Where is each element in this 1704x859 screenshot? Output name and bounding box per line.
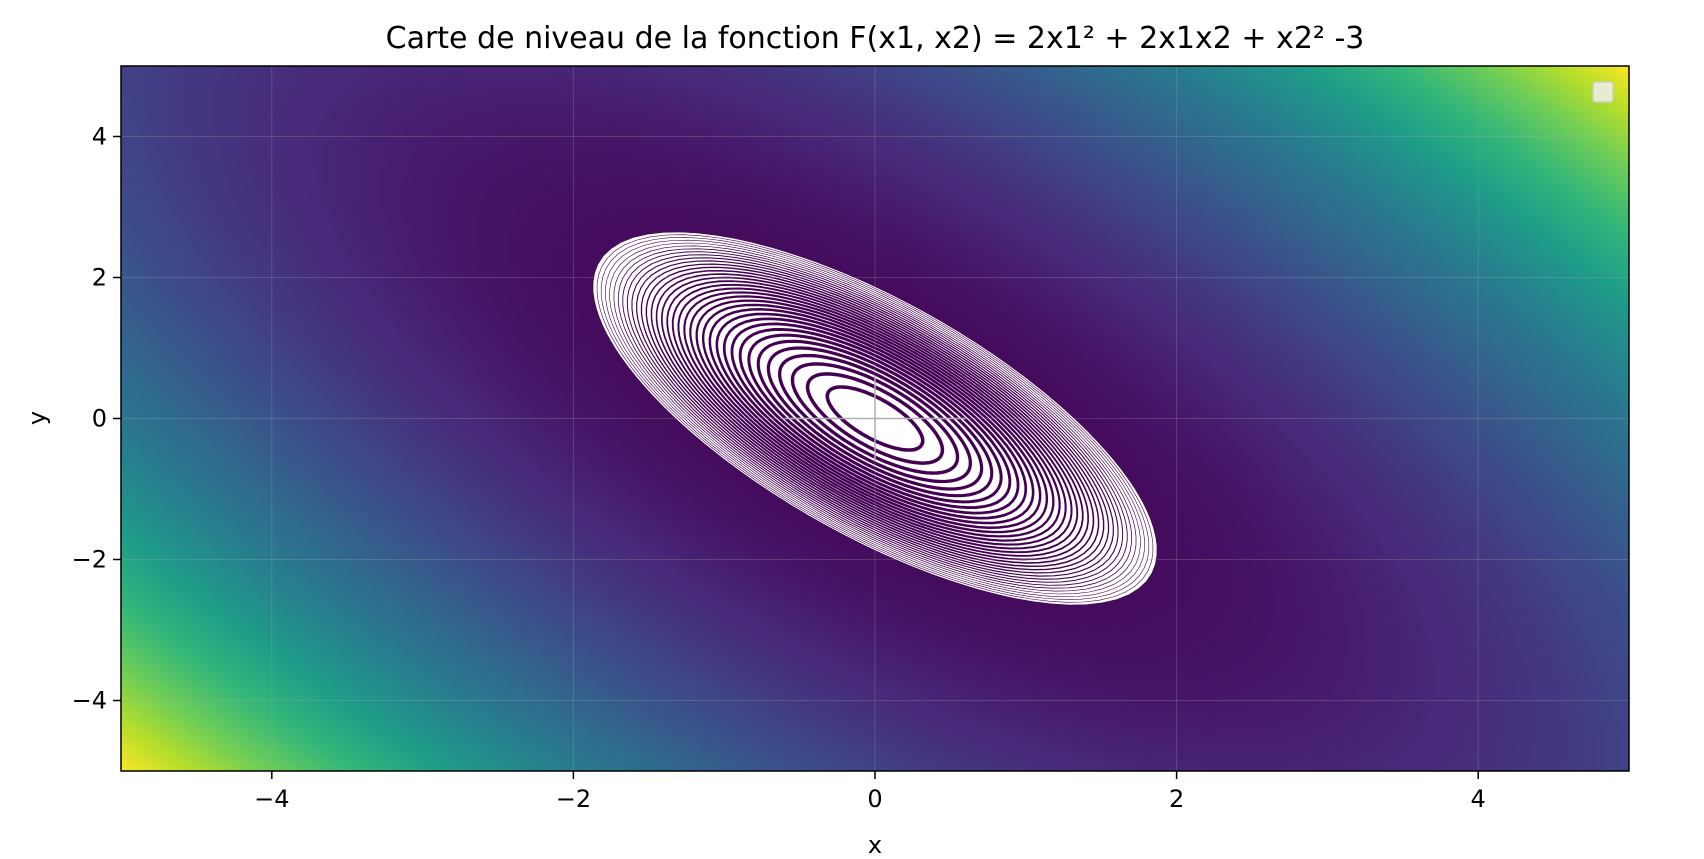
y-tick-label: 0: [92, 405, 107, 433]
contour-line: [645, 266, 1105, 571]
contour-line: [631, 257, 1119, 580]
contour-line: [650, 269, 1100, 568]
grid-lines: [121, 66, 1629, 771]
contour-line: [613, 245, 1137, 592]
contour-line: [609, 242, 1141, 595]
contour-line: [689, 295, 1061, 542]
y-tick-label: 2: [92, 264, 107, 292]
x-axis-label: x: [868, 831, 882, 859]
contour-line: [666, 280, 1084, 557]
contour-line: [600, 237, 1150, 600]
y-axis-label: y: [23, 411, 51, 425]
contour-line: [592, 231, 1158, 606]
x-tick-label: 0: [867, 785, 882, 813]
x-tick-label: 4: [1471, 785, 1486, 813]
x-axis: −4 −2 0 2 4: [254, 771, 1486, 813]
contour-line: [683, 291, 1067, 546]
contour-line: [715, 312, 1035, 525]
x-tick-label: −4: [254, 785, 289, 813]
x-tick-label: −2: [556, 785, 591, 813]
chart-title: Carte de niveau de la fonction F(x1, x2)…: [386, 21, 1365, 56]
contour-line: [708, 308, 1042, 529]
contour-line: [722, 317, 1028, 520]
y-tick-label: −4: [72, 687, 107, 715]
contour-line: [677, 287, 1073, 550]
contour-line: [730, 322, 1020, 515]
contour-line: [617, 248, 1133, 589]
contour-line: [626, 254, 1124, 583]
contour-line: [655, 273, 1095, 564]
x-tick-label: 2: [1169, 785, 1184, 813]
contour-line: [738, 327, 1012, 510]
y-tick-label: 4: [92, 123, 107, 151]
contour-line: [622, 251, 1128, 586]
legend-box[interactable]: [1592, 81, 1614, 103]
contour-line: [671, 283, 1079, 554]
y-tick-label: −2: [72, 546, 107, 574]
contour-line: [640, 263, 1110, 574]
y-axis: −4 −2 0 2 4: [72, 123, 121, 715]
contour-line: [695, 299, 1055, 538]
contour-line: [596, 234, 1154, 603]
contour-line: [702, 303, 1048, 534]
contour-line: [661, 276, 1089, 561]
contour-line: [605, 239, 1145, 598]
contour-line: [636, 260, 1114, 577]
